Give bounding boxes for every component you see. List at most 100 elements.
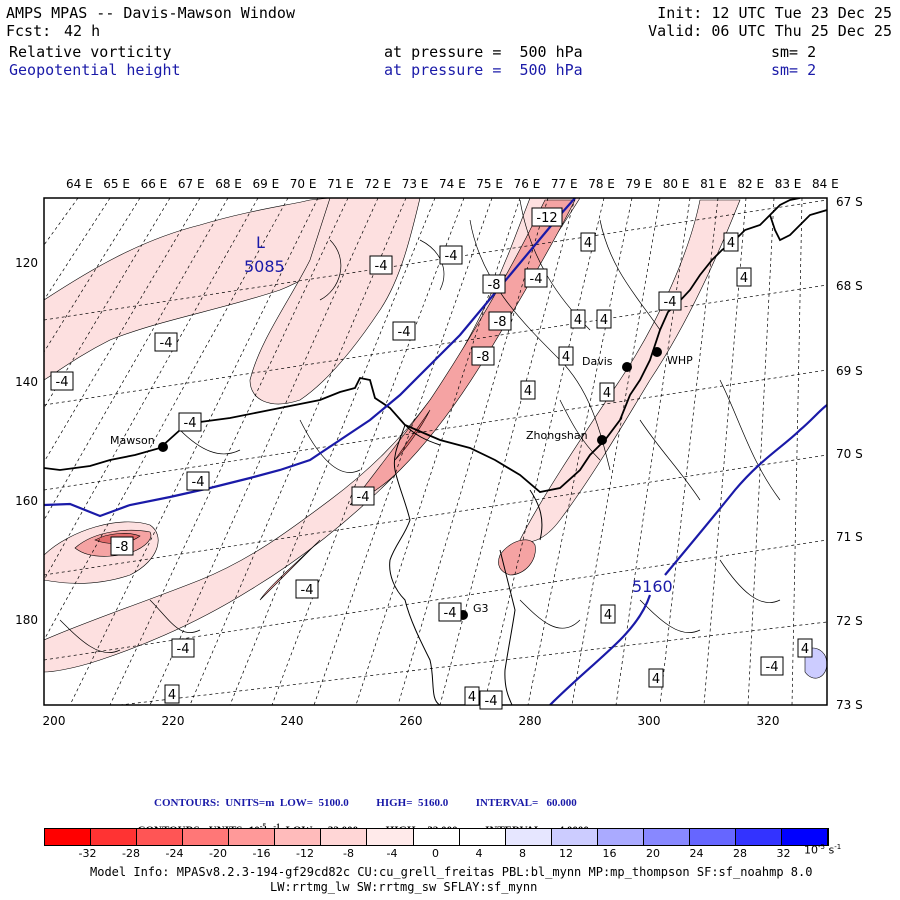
contour-units-exp1: -5 — [259, 822, 267, 831]
y-tick-label: 140 — [15, 375, 38, 389]
vorticity-label-box — [600, 604, 616, 624]
vorticity-label-box — [531, 207, 563, 227]
vorticity-label-box — [488, 311, 512, 331]
station-label-mawson: Mawson — [110, 434, 155, 447]
vorticity-label: -4 — [485, 694, 498, 709]
lon-label: 73 E — [402, 177, 429, 191]
colorbar-swatch — [459, 829, 506, 845]
model-info-line1: Model Info: MPASv8.2.3-194-gf29cd82c CU:… — [90, 865, 813, 879]
vorticity-label: -4 — [444, 606, 457, 621]
vorticity-label: 4 — [468, 690, 476, 705]
colorbar-swatch — [643, 829, 690, 845]
vorticity-label-box — [369, 255, 393, 275]
vorticity-label: 4 — [600, 313, 608, 328]
vorticity-label-box — [171, 638, 195, 658]
lon-label: 70 E — [290, 177, 317, 191]
vorticity-label-box — [164, 684, 180, 704]
station-dot-whp — [652, 347, 662, 357]
colorbar-swatch — [229, 829, 276, 845]
colorbar-label: -24 — [165, 847, 184, 860]
height-low-marker: L — [256, 233, 265, 252]
colorbar-swatch — [321, 829, 368, 845]
lon-label: 69 E — [253, 177, 280, 191]
vorticity-label: 4 — [562, 350, 570, 365]
lon-label: 65 E — [103, 177, 130, 191]
vorticity-label: -4 — [357, 490, 370, 505]
colorbar-label: 28 — [733, 847, 747, 860]
coastline — [44, 198, 827, 493]
vorticity-label-box — [524, 268, 548, 288]
colorbar-label: 8 — [519, 847, 526, 860]
y-tick-label: 120 — [15, 256, 38, 270]
x-tick-label: 220 — [162, 714, 185, 728]
lon-label: 81 E — [700, 177, 727, 191]
colorbar-label: 32 — [776, 847, 791, 860]
vorticity-label-box — [50, 371, 74, 391]
vorticity-label: 4 — [740, 271, 748, 286]
vorticity-label-box — [471, 346, 495, 366]
forecast-hour: 42 h — [64, 22, 101, 40]
colorbar-label: -8 — [343, 847, 354, 860]
station-dot-zhongshan — [597, 435, 607, 445]
x-tick-label: 280 — [519, 714, 542, 728]
field2-smoothing: sm= 2 — [771, 61, 817, 79]
lon-label: 66 E — [141, 177, 168, 191]
vorticity-label-box — [580, 232, 596, 252]
vorticity-label-box — [186, 471, 210, 491]
vorticity-label-box — [648, 668, 664, 688]
colorbar-unit-exp1: -5 — [818, 843, 825, 851]
vorticity-label: -4 — [184, 416, 197, 431]
colorbar-label: 4 — [475, 847, 483, 860]
vorticity-label-box — [558, 346, 574, 366]
station-label-g3: G3 — [473, 602, 489, 615]
vorticity-label: 4 — [604, 608, 612, 623]
vorticity-label-box — [658, 291, 682, 311]
x-tick-label: 320 — [757, 714, 780, 728]
station-dot-mawson — [158, 442, 168, 452]
graticule — [44, 198, 827, 705]
colorbar-swatch — [782, 829, 829, 845]
lat-label: 67 S — [836, 195, 863, 209]
map-frame — [43, 197, 828, 706]
vorticity-label-box — [570, 309, 586, 329]
colorbar-swatch — [597, 829, 644, 845]
colorbar-label: -28 — [122, 847, 140, 860]
forecast-label: Fcst: — [6, 22, 52, 40]
colorbar-label: 12 — [559, 847, 573, 860]
lon-label: 71 E — [327, 177, 354, 191]
vorticity-label-box — [482, 274, 506, 294]
height-contour-label: 5160 — [632, 577, 673, 596]
vorticity-label-box — [760, 656, 784, 676]
lat-label: 71 S — [836, 530, 863, 544]
field1-level: at pressure = 500 hPa — [384, 43, 583, 61]
lon-label: 79 E — [626, 177, 653, 191]
vorticity-label: -4 — [177, 642, 190, 657]
colorbar-label: -12 — [296, 847, 314, 860]
lon-label: 77 E — [551, 177, 578, 191]
colorbar — [44, 828, 829, 846]
vorticity-label-box — [520, 380, 536, 400]
vorticity-label-box — [736, 267, 752, 287]
vorticity-label-box — [439, 245, 463, 265]
field1-name: Relative vorticity — [9, 43, 172, 61]
lon-label: 83 E — [775, 177, 802, 191]
vorticity-label-box — [723, 232, 739, 252]
vorticity-label-box — [351, 486, 375, 506]
colorbar-swatch — [137, 829, 184, 845]
station-label-zhongshan: Zhongshan — [526, 429, 588, 442]
vorticity-label-box — [392, 321, 416, 341]
colorbar-swatch — [413, 829, 460, 845]
lon-label: 64 E — [66, 177, 93, 191]
colorbar-label: 0 — [432, 847, 439, 860]
vorticity-label: 4 — [801, 642, 809, 657]
lon-label: 67 E — [178, 177, 205, 191]
lon-label: 76 E — [514, 177, 541, 191]
vorticity-label-box — [295, 579, 319, 599]
lon-label: 72 E — [364, 177, 391, 191]
vorticity-label-box — [178, 412, 202, 432]
colorbar-swatch — [91, 829, 138, 845]
map-title: AMPS MPAS -- Davis-Mawson Window — [6, 4, 295, 22]
vorticity-label: -8 — [116, 540, 129, 555]
vorticity-label-box — [438, 602, 462, 622]
vorticity-label: -4 — [301, 583, 314, 598]
